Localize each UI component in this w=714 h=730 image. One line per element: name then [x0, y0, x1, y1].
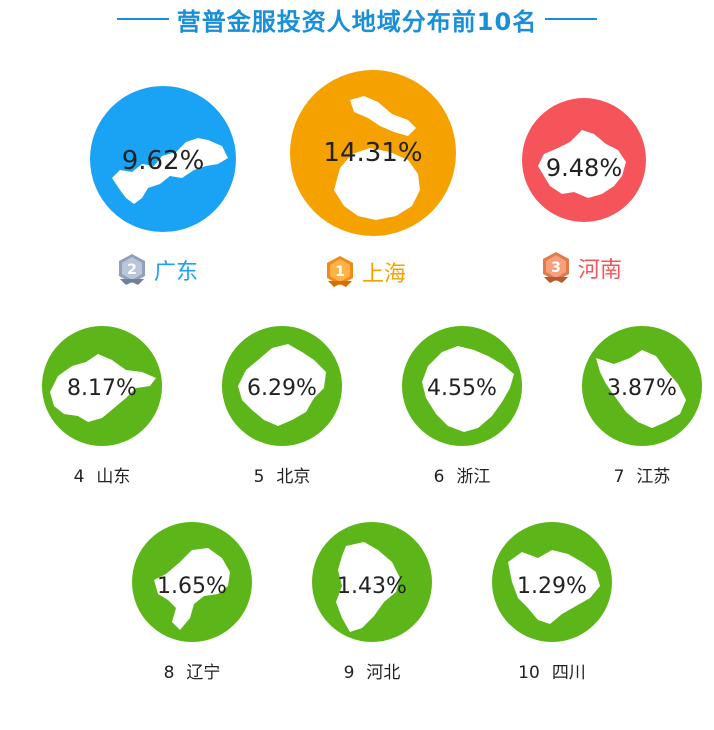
rank-number: 9	[343, 663, 355, 683]
zhejiang-map-shape	[422, 346, 514, 432]
jiangsu-map-shape	[596, 350, 686, 428]
hebei-map-shape	[336, 542, 400, 632]
region-name: 浙江	[456, 467, 491, 487]
rank-number: 10	[518, 663, 540, 683]
percent-value-guangdong: 9.62%	[121, 146, 205, 176]
region-circle-zhejiang: 4.55%	[402, 326, 522, 446]
rank-number: 6	[433, 467, 445, 487]
chart-title-row: 营普金服投资人地域分布前10名	[0, 4, 714, 36]
region-label-henan: 河南	[578, 258, 623, 283]
title-divider-right	[545, 18, 598, 20]
rank-number: 7	[613, 467, 625, 487]
rank-label-beijing: 5 北京	[212, 462, 352, 487]
beijing-map-shape	[238, 344, 326, 426]
rank-label-hebei: 9 河北	[302, 658, 442, 683]
rank-label-liaoning: 8 辽宁	[122, 658, 262, 683]
percent-value-shandong: 8.17%	[67, 376, 137, 401]
rank-badge-row-shanghai: 1 上海	[322, 254, 406, 290]
rank-badge-row-henan: 3 河南	[538, 250, 622, 286]
region-name: 北京	[276, 467, 311, 487]
region-label-guangdong: 广东	[154, 260, 199, 285]
rank-number: 4	[73, 467, 85, 487]
rank-label-sichuan: 10 四川	[482, 658, 622, 683]
region-circle-jiangsu: 3.87%	[582, 326, 702, 446]
gold-medal-icon: 1	[327, 256, 353, 287]
region-name: 山东	[96, 467, 131, 487]
region-circle-shanghai: 14.31%	[290, 70, 456, 236]
rank-label-zhejiang: 6 浙江	[392, 462, 532, 487]
sichuan-map-shape	[508, 550, 600, 624]
region-name: 辽宁	[186, 663, 221, 683]
percent-value-hebei: 1.43%	[337, 574, 407, 599]
rank-label-shandong: 4 山东	[32, 462, 172, 487]
percent-value-liaoning: 1.65%	[157, 574, 227, 599]
percent-value-shanghai: 14.31%	[323, 138, 423, 168]
region-circle-sichuan: 1.29%	[492, 522, 612, 642]
guangdong-map-shape	[112, 138, 228, 204]
region-circle-hebei: 1.43%	[312, 522, 432, 642]
svg-text:2: 2	[127, 262, 137, 278]
chart-title: 营普金服投资人地域分布前10名	[176, 7, 538, 36]
percent-value-sichuan: 1.29%	[517, 574, 587, 599]
region-circle-guangdong: 9.62%	[90, 86, 236, 232]
rank-number: 5	[253, 467, 265, 487]
liaoning-map-shape	[154, 548, 230, 630]
region-name: 江苏	[636, 467, 671, 487]
region-circle-liaoning: 1.65%	[132, 522, 252, 642]
rank-number: 8	[163, 663, 175, 683]
rank-label-jiangsu: 7 江苏	[572, 462, 712, 487]
percent-value-henan: 9.48%	[545, 154, 623, 182]
percent-value-zhejiang: 4.55%	[427, 376, 497, 401]
silver-medal-icon: 2	[119, 254, 145, 285]
svg-text:3: 3	[551, 260, 561, 276]
percent-value-beijing: 6.29%	[247, 376, 317, 401]
shanghai-map-shape	[334, 96, 420, 220]
region-name: 河北	[366, 663, 401, 683]
bronze-medal-icon: 3	[543, 252, 569, 283]
henan-map-shape	[538, 130, 626, 198]
svg-text:1: 1	[335, 264, 345, 280]
rank-badge-row-guangdong: 2 广东	[114, 252, 198, 288]
region-label-shanghai: 上海	[362, 262, 407, 287]
shandong-map-shape	[50, 354, 156, 422]
region-name: 四川	[551, 663, 586, 683]
region-circle-shandong: 8.17%	[42, 326, 162, 446]
title-divider-left	[116, 18, 169, 20]
region-circle-henan: 9.48%	[522, 98, 646, 222]
region-circle-beijing: 6.29%	[222, 326, 342, 446]
percent-value-jiangsu: 3.87%	[607, 376, 677, 401]
